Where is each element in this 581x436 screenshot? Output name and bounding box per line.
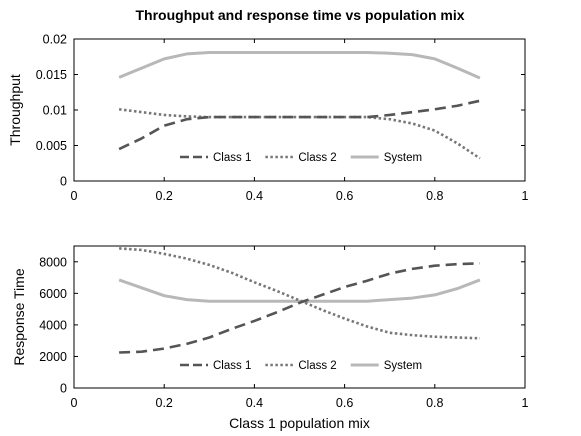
y-tick-label: 0.02	[43, 33, 67, 47]
y-axis-label: Response Time	[11, 268, 27, 365]
x-tick-label: 0	[71, 189, 78, 203]
x-tick-label: 1	[522, 396, 529, 410]
legend: Class 1 Class 2 System	[180, 152, 422, 164]
y-tick-label: 2000	[39, 350, 67, 364]
x-axis-label: Class 1 population mix	[229, 415, 370, 431]
y-tick-label: 4000	[39, 318, 67, 332]
x-tick-label: 0.6	[336, 189, 353, 203]
x-tick-label: 0.2	[156, 189, 173, 203]
series-line-class-1	[118, 99, 481, 151]
legend-label: Class 1	[213, 152, 251, 164]
legend-label: Class 1	[213, 360, 251, 372]
series-line-system	[118, 278, 481, 303]
y-tick-label: 0	[60, 175, 67, 189]
x-tick-label: 0.4	[246, 189, 263, 203]
series-line-class-2	[119, 247, 480, 340]
figure-title: Throughput and response time vs populati…	[135, 7, 464, 23]
y-tick-label: 0.005	[36, 139, 67, 153]
series-line-system	[118, 50, 481, 80]
legend: Class 1 Class 2 System	[180, 360, 422, 372]
plot-frame	[73, 245, 526, 389]
x-tick-label: 0	[71, 396, 78, 410]
y-tick-label: 0.01	[43, 104, 67, 118]
legend-label: Class 2	[298, 152, 336, 164]
y-tick-label: 6000	[39, 287, 67, 301]
series-line-class-1	[119, 262, 480, 354]
x-tick-label: 1	[522, 189, 529, 203]
response-time-plot: 0 0.2 0.4 0.6 0.8 1 0 2000 4000 6000 8000 Response …	[11, 245, 529, 431]
y-tick-label: 8000	[39, 255, 67, 269]
x-tick-label: 0.8	[426, 396, 443, 410]
legend-label: System	[384, 152, 422, 164]
x-tick-label: 0.8	[426, 189, 443, 203]
x-tick-label: 0.4	[246, 396, 263, 410]
y-axis-label: Throughput	[7, 74, 23, 146]
x-tick-label: 0.2	[156, 396, 173, 410]
legend-label: System	[384, 360, 422, 372]
y-tick-label: 0.015	[36, 68, 67, 82]
throughput-plot: 0 0.2 0.4 0.6 0.8 1 0 0.005 0.01 0.015 0.02 Through…	[7, 33, 529, 204]
legend-label: Class 2	[298, 360, 336, 372]
x-tick-label: 0.6	[336, 396, 353, 410]
y-tick-label: 0	[60, 382, 67, 396]
